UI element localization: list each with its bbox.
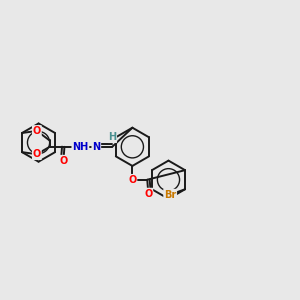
Text: O: O [144, 188, 152, 199]
Text: O: O [128, 175, 136, 185]
Text: O: O [59, 156, 68, 166]
Text: O: O [33, 126, 41, 136]
Text: Br: Br [164, 190, 176, 200]
Text: N: N [92, 142, 100, 152]
Text: NH: NH [72, 142, 88, 152]
Text: O: O [33, 149, 41, 159]
Text: H: H [108, 132, 116, 142]
